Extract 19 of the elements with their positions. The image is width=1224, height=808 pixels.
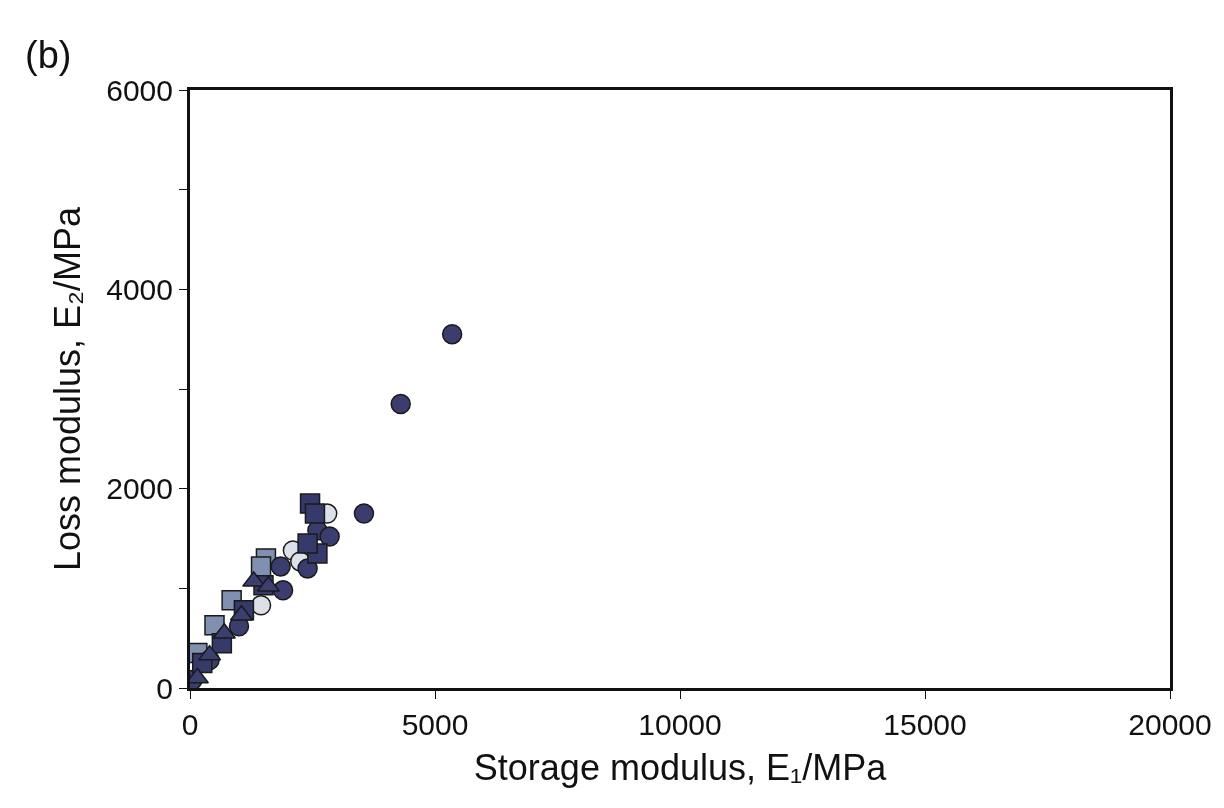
point <box>319 526 340 547</box>
x-tick-label: 15000 <box>883 708 967 741</box>
y-axis-title: Loss modulus, E₂/MPa <box>47 205 89 572</box>
y-tick-label: 4000 <box>106 272 173 306</box>
y-tick-label: 6000 <box>106 73 173 107</box>
point <box>353 503 375 524</box>
x-tick-label: 10000 <box>638 708 722 741</box>
y-tick-label: 0 <box>156 671 173 705</box>
point <box>390 393 411 415</box>
point <box>270 556 291 577</box>
x-tick-label: 20000 <box>1128 708 1212 741</box>
point <box>304 503 326 524</box>
text: (b) <box>25 34 72 76</box>
x-tick-label: 5000 <box>401 708 469 741</box>
x-axis-title: Storage modulus, E₁/MPa <box>473 746 888 788</box>
point <box>297 533 318 554</box>
point <box>441 323 463 345</box>
x-tick-label: 0 <box>181 708 199 741</box>
y-tick-label: 2000 <box>106 472 173 506</box>
